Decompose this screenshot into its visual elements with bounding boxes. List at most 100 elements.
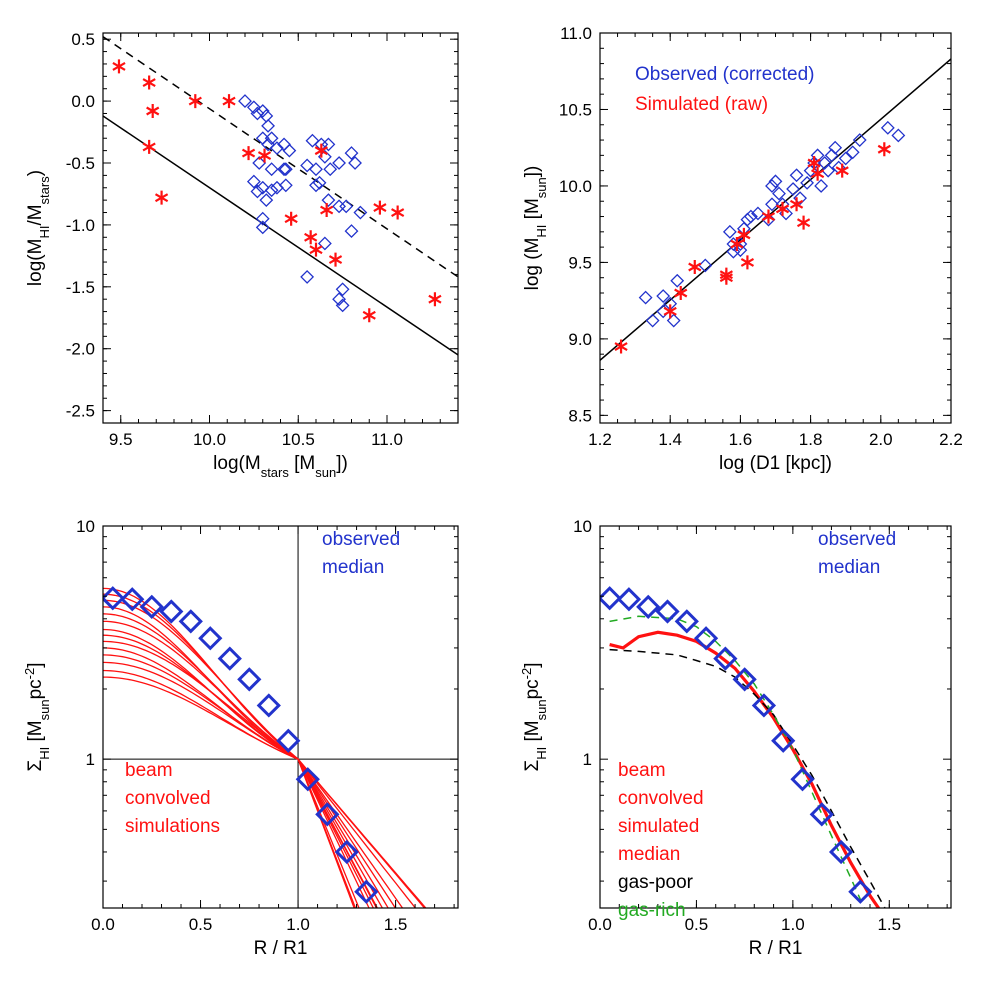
annotation-text: observed bbox=[818, 529, 896, 550]
y-tick-label: 9.5 bbox=[568, 253, 592, 272]
median-point bbox=[828, 839, 854, 865]
data-point bbox=[255, 220, 270, 235]
data-point bbox=[259, 193, 274, 208]
data-point bbox=[737, 227, 751, 242]
data-point bbox=[344, 224, 359, 239]
data-point bbox=[348, 156, 362, 170]
data-point bbox=[751, 206, 765, 221]
data-point bbox=[793, 191, 807, 206]
median-point bbox=[848, 879, 873, 904]
panel-p4: 0.0 0.5 1.0 1.5 10 1 R / R1 ΣHI [Msunpc-2] obser… bbox=[519, 517, 952, 959]
median-point bbox=[178, 609, 203, 634]
data-point bbox=[300, 269, 315, 284]
data-point bbox=[305, 133, 320, 148]
data-point bbox=[309, 178, 323, 193]
data-point bbox=[309, 242, 323, 257]
x-tick-label: 10.0 bbox=[193, 430, 226, 449]
median-point bbox=[198, 626, 223, 651]
data-point bbox=[670, 273, 685, 288]
data-point bbox=[638, 290, 653, 305]
annotation-text: simulated bbox=[618, 816, 699, 837]
data-point bbox=[332, 292, 346, 307]
data-point bbox=[719, 270, 733, 285]
data-point bbox=[264, 183, 279, 198]
legend-entry: Observed (corrected) bbox=[635, 64, 815, 85]
median-point bbox=[256, 693, 281, 718]
data-point bbox=[335, 298, 350, 313]
data-point bbox=[332, 156, 346, 170]
data-point bbox=[765, 197, 779, 212]
data-point bbox=[391, 205, 405, 220]
simulation-curve bbox=[103, 676, 370, 908]
x-axis-label: R / R1 bbox=[254, 938, 308, 959]
plot-area-p4 bbox=[600, 586, 886, 908]
y-tick-label: 0.0 bbox=[71, 92, 95, 111]
data-point bbox=[373, 200, 387, 215]
median-point bbox=[159, 599, 184, 624]
annotation-text: convolved bbox=[618, 788, 704, 809]
data-point bbox=[309, 162, 323, 177]
data-point bbox=[768, 174, 783, 189]
x-tick-label: 11.0 bbox=[371, 430, 403, 449]
x-tick-label: 0.5 bbox=[189, 915, 213, 934]
data-point bbox=[332, 199, 346, 214]
x-tick-label: 1.5 bbox=[384, 915, 408, 934]
data-point bbox=[666, 313, 681, 328]
data-point bbox=[142, 139, 156, 154]
y-tick-label: 1 bbox=[583, 750, 592, 769]
data-point bbox=[814, 179, 829, 193]
y-tick-label: 11.0 bbox=[560, 24, 592, 43]
x-tick-label: 10.5 bbox=[282, 430, 315, 449]
y-axis-label: ΣHI [Msunpc-2] bbox=[22, 662, 52, 771]
series-observed-median bbox=[103, 586, 379, 904]
y-tick-label: -1.0 bbox=[66, 216, 95, 235]
median-point bbox=[616, 587, 642, 612]
median-point bbox=[217, 646, 242, 671]
data-point bbox=[835, 163, 849, 178]
series-simulated-raw- bbox=[112, 59, 442, 323]
x-tick-label: 1.5 bbox=[877, 915, 901, 934]
line-gas-poor bbox=[609, 648, 886, 908]
y-axis-label: log (MHI [Msun]) bbox=[522, 166, 549, 291]
data-point bbox=[344, 146, 359, 161]
simulation-curve bbox=[103, 634, 379, 908]
plot-area-p3 bbox=[103, 526, 458, 908]
median-point bbox=[713, 646, 738, 671]
x-tick-label: 1.0 bbox=[781, 915, 805, 934]
annotation-text: median bbox=[618, 844, 680, 865]
plot-frame bbox=[599, 525, 952, 909]
x-tick-label: 0.0 bbox=[91, 915, 115, 934]
line-solid-relation bbox=[103, 115, 458, 356]
data-point bbox=[255, 211, 270, 226]
data-point bbox=[645, 313, 660, 328]
median-point bbox=[276, 728, 301, 753]
x-tick-label: 9.5 bbox=[109, 430, 133, 449]
data-point bbox=[312, 175, 327, 190]
median-point bbox=[655, 599, 680, 624]
x-tick-label: 0.0 bbox=[588, 915, 612, 934]
y-tick-label: -1.5 bbox=[66, 278, 95, 297]
panel-p3: 0.0 0.5 1.0 1.5 10 1 R / R1 ΣHI [Msunpc-2] obser… bbox=[22, 517, 459, 959]
median-point bbox=[790, 767, 815, 792]
panel-p2: 1.2 1.4 1.6 1.8 2.0 2.2 11.0 10.5 10.0 9.5 9.0 8.5 l… bbox=[522, 24, 963, 474]
data-point bbox=[353, 205, 368, 220]
y-tick-label: -0.5 bbox=[66, 154, 95, 173]
data-point bbox=[775, 201, 790, 216]
median-point bbox=[334, 839, 359, 865]
x-axis-label: log(Mstars [Msun]) bbox=[213, 453, 348, 480]
series-observed-corrected- bbox=[638, 120, 906, 328]
data-point bbox=[261, 137, 275, 152]
annotation-text: simulations bbox=[125, 816, 220, 837]
median-point bbox=[809, 802, 834, 827]
annotation-text: gas-rich bbox=[618, 900, 686, 921]
data-point bbox=[238, 94, 252, 109]
y-tick-label: 10.5 bbox=[559, 100, 592, 119]
data-point bbox=[264, 131, 279, 146]
median-point bbox=[354, 879, 379, 904]
median-point bbox=[120, 587, 145, 612]
y-tick-label: 9.0 bbox=[568, 330, 592, 349]
data-point bbox=[800, 175, 815, 190]
y-tick-label: 10.0 bbox=[559, 177, 592, 196]
x-tick-label: 2.2 bbox=[939, 430, 963, 449]
